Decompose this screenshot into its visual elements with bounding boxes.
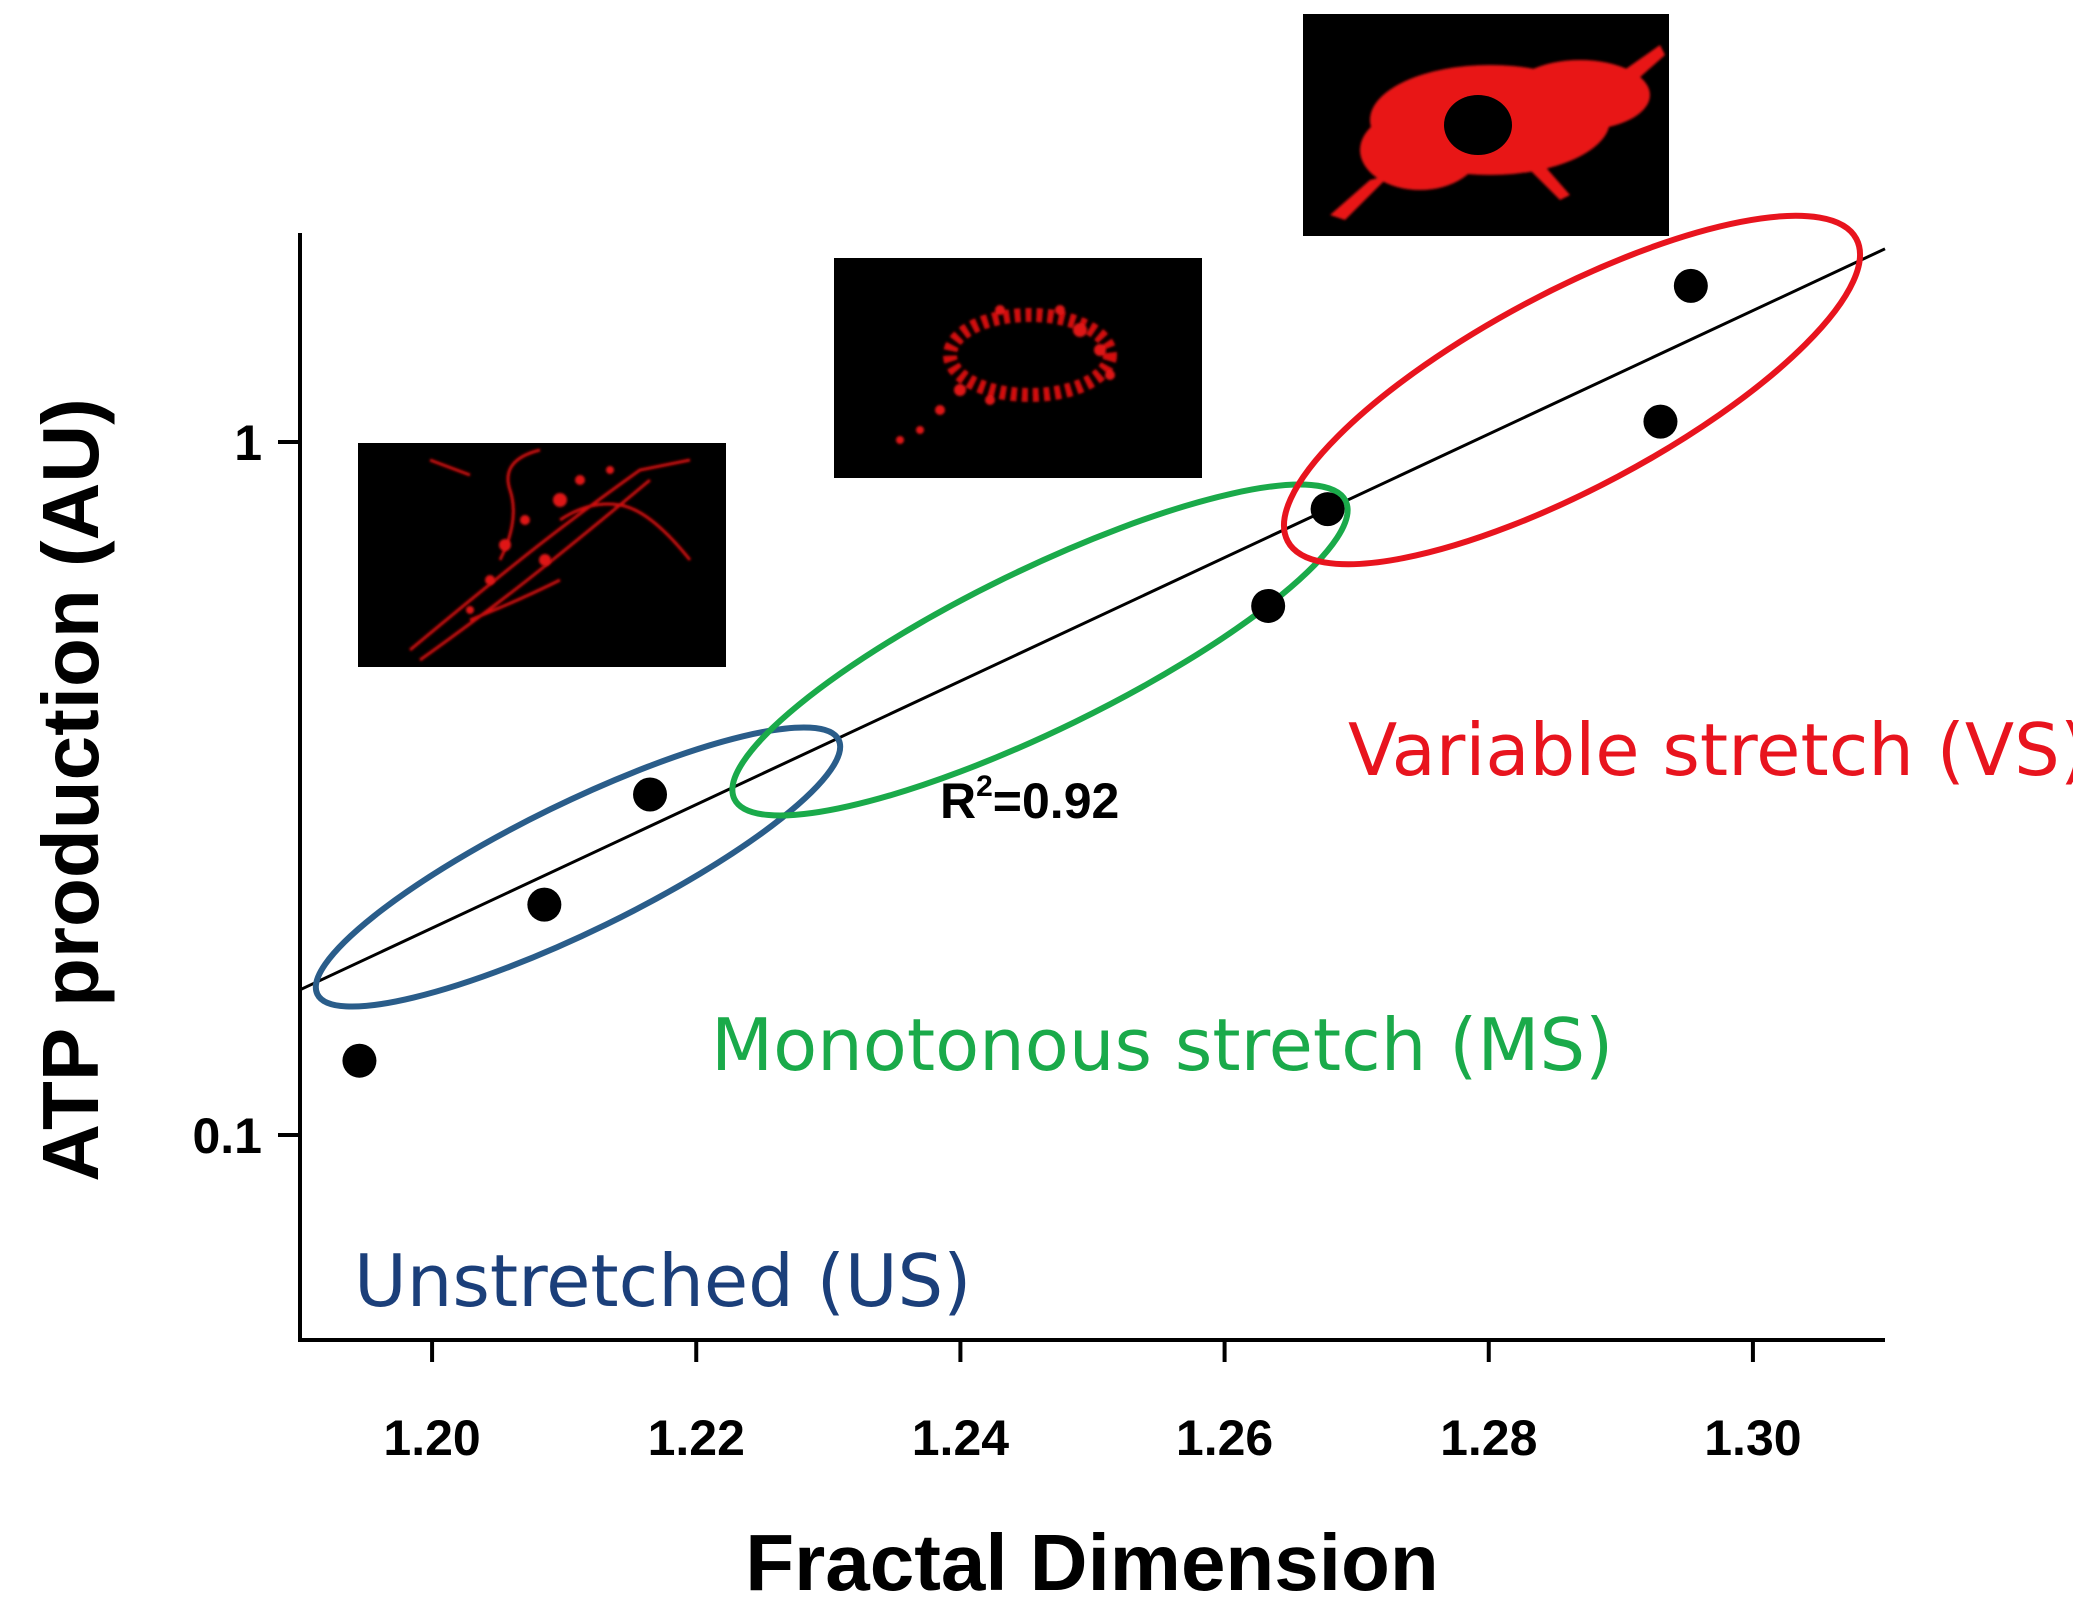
x-tick-label: 1.26 bbox=[1176, 1410, 1273, 1466]
x-tick-label: 1.22 bbox=[648, 1410, 745, 1466]
label-vs: Variable stretch (VS) bbox=[1348, 708, 2073, 792]
data-point bbox=[1673, 268, 1708, 303]
regression-line bbox=[299, 247, 1886, 992]
x-axis-ticks: 1.20 1.22 1.24 1.26 1.28 1.30 bbox=[383, 1340, 1802, 1466]
data-point bbox=[527, 887, 562, 922]
mitochondria-image-us bbox=[358, 443, 726, 667]
label-ms: Monotonous stretch (MS) bbox=[711, 1003, 1613, 1087]
ellipse-us bbox=[312, 724, 844, 1010]
r2-annotation: R2=0.92 bbox=[940, 770, 1119, 829]
x-tick-label: 1.24 bbox=[912, 1410, 1010, 1466]
data-point bbox=[1251, 588, 1286, 623]
ellipse-ms bbox=[729, 481, 1351, 819]
ellipse-vs bbox=[1280, 212, 1864, 568]
y-axis-ticks: 0.11 bbox=[192, 415, 300, 1164]
y-tick-label: 0.1 bbox=[192, 1108, 262, 1164]
data-points bbox=[342, 268, 1708, 1078]
x-tick-label: 1.30 bbox=[1704, 1410, 1801, 1466]
y-axis-title: ATP production (AU) bbox=[26, 398, 115, 1182]
mitochondria-image-vs bbox=[1303, 14, 1669, 236]
x-axis-title: Fractal Dimension bbox=[745, 1518, 1439, 1607]
data-point bbox=[633, 777, 668, 812]
data-point bbox=[1310, 492, 1345, 527]
data-point bbox=[342, 1043, 377, 1078]
data-point bbox=[1643, 404, 1678, 439]
x-tick-label: 1.20 bbox=[383, 1410, 480, 1466]
y-tick-label: 1 bbox=[234, 415, 262, 471]
label-us: Unstretched (US) bbox=[354, 1239, 971, 1323]
mitochondria-image-ms bbox=[834, 258, 1202, 478]
x-tick-label: 1.28 bbox=[1440, 1410, 1537, 1466]
